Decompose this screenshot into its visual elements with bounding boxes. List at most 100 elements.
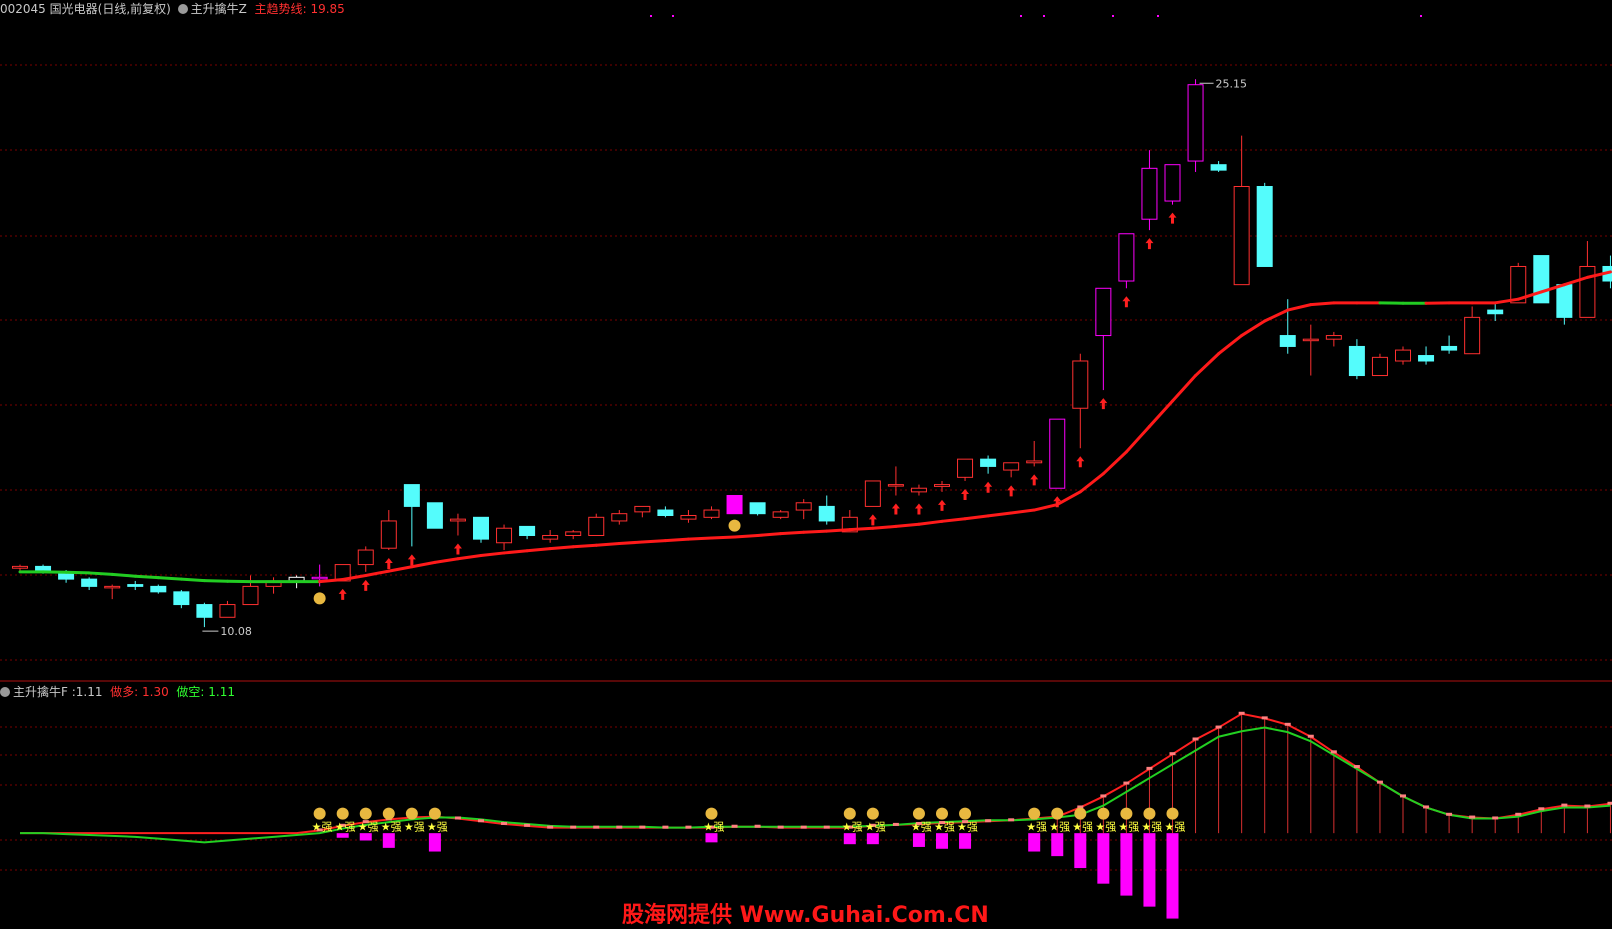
- trend-line-segment: [850, 528, 873, 529]
- candle-body: [958, 459, 973, 477]
- line-marker: [1146, 767, 1152, 770]
- candle-body: [1580, 266, 1595, 317]
- trend-line-segment: [758, 534, 781, 536]
- trend-line-segment: [435, 559, 458, 563]
- long-value: 1.30: [142, 685, 169, 699]
- line-marker: [570, 826, 576, 829]
- candle-body: [82, 579, 97, 586]
- line-marker: [524, 824, 530, 827]
- indicator-name-bottom[interactable]: 主升擒牛F: [13, 685, 68, 699]
- money-bag-icon: [913, 808, 925, 820]
- candle-body: [1050, 419, 1065, 488]
- candle-body: [911, 488, 926, 492]
- strong-signal-label: ★强: [957, 821, 978, 834]
- stock-name: 国光电器: [50, 2, 98, 16]
- candle-body: [243, 586, 258, 604]
- candle-body: [750, 503, 765, 514]
- candle-body: [566, 532, 581, 536]
- money-bag-icon: [1167, 808, 1179, 820]
- trend-line-segment: [896, 524, 919, 526]
- bottom-panel-header: 主升擒牛F :1.11 做多: 1.30 做空: 1.11: [0, 685, 235, 699]
- candle-body: [865, 481, 880, 506]
- strong-signal-label: ★强: [934, 821, 955, 834]
- long-label: 做多: [110, 685, 134, 699]
- line-marker: [1308, 735, 1314, 738]
- trend-line-segment: [481, 553, 504, 556]
- signal-bar: [1120, 833, 1132, 895]
- line-marker: [1492, 816, 1498, 819]
- trend-line-segment: [942, 519, 965, 522]
- candle-body: [1372, 357, 1387, 375]
- settings-gear-icon[interactable]: [0, 687, 10, 697]
- top-dot-marker: [1112, 15, 1114, 17]
- money-bag-icon: [867, 808, 879, 820]
- trend-line-segment: [804, 531, 827, 532]
- trend-line-segment: [688, 538, 711, 539]
- line-marker: [1331, 750, 1337, 753]
- line-marker: [732, 825, 738, 828]
- trend-line-segment: [596, 543, 619, 545]
- money-bag-icon: [936, 808, 948, 820]
- indicator-name[interactable]: 主升擒牛Z: [191, 2, 247, 16]
- money-bag-icon: [406, 808, 418, 820]
- strong-signal-label: ★强: [1095, 821, 1116, 834]
- trend-line-segment: [158, 578, 181, 579]
- line-marker: [1123, 782, 1129, 785]
- trend-line-segment: [642, 541, 665, 542]
- candle-body: [612, 514, 627, 521]
- line-marker: [1008, 818, 1014, 821]
- strong-signal-label: ★强: [381, 821, 402, 834]
- candle-body: [1303, 339, 1318, 341]
- signal-bar: [913, 833, 925, 847]
- signal-bar: [360, 833, 372, 840]
- up-arrow-icon: [362, 580, 370, 591]
- trend-line-segment: [873, 526, 896, 528]
- trend-line-segment: [735, 535, 758, 536]
- line-marker: [1216, 726, 1222, 729]
- trend-line-segment: [1288, 305, 1311, 310]
- strong-signal-label: ★强: [312, 821, 333, 834]
- candle-body: [727, 496, 742, 514]
- trend-line-segment: [1034, 505, 1057, 510]
- candle-body: [635, 506, 650, 511]
- candle-body: [381, 521, 396, 548]
- settings-gear-icon[interactable]: [178, 4, 188, 14]
- trend-line-segment: [135, 576, 158, 577]
- candle-body: [1442, 346, 1457, 350]
- candle-body: [1396, 350, 1411, 361]
- line-marker: [755, 825, 761, 828]
- up-arrow-icon: [915, 504, 923, 515]
- trend-line-segment: [827, 530, 850, 531]
- signal-bar: [429, 833, 441, 851]
- signal-bar: [706, 833, 718, 842]
- line-marker: [1400, 794, 1406, 797]
- trend-line-segment: [619, 542, 642, 543]
- money-bag-icon: [844, 808, 856, 820]
- period-info: (日线,前复权): [98, 2, 171, 16]
- strong-signal-label: ★强: [865, 821, 886, 834]
- trend-line-segment: [1196, 354, 1219, 376]
- candle-body: [658, 510, 673, 515]
- money-bag-icon: [314, 808, 326, 820]
- signal-bar: [383, 833, 395, 848]
- candle-body: [773, 512, 788, 517]
- trend-line-segment: [965, 516, 988, 519]
- candle-body: [1557, 285, 1572, 318]
- trend-line-segment: [781, 532, 804, 533]
- watermark-text: 股海网提供 Www.Guhai.Com.CN: [622, 897, 989, 929]
- top-dot-marker: [1420, 15, 1422, 17]
- trend-line-segment: [1311, 303, 1334, 305]
- top-dot-marker: [672, 15, 674, 17]
- candle-body: [1188, 85, 1203, 161]
- line-marker: [1538, 807, 1544, 810]
- line-marker: [616, 826, 622, 829]
- candle-body: [1096, 288, 1111, 335]
- signal-bar: [1167, 833, 1179, 918]
- strong-signal-label: ★强: [358, 821, 379, 834]
- candle-body: [1234, 186, 1249, 284]
- trend-line-segment: [504, 551, 527, 553]
- signal-bar: [1074, 833, 1086, 868]
- candle-body: [935, 485, 950, 487]
- indicator-value: 1.11: [76, 685, 103, 699]
